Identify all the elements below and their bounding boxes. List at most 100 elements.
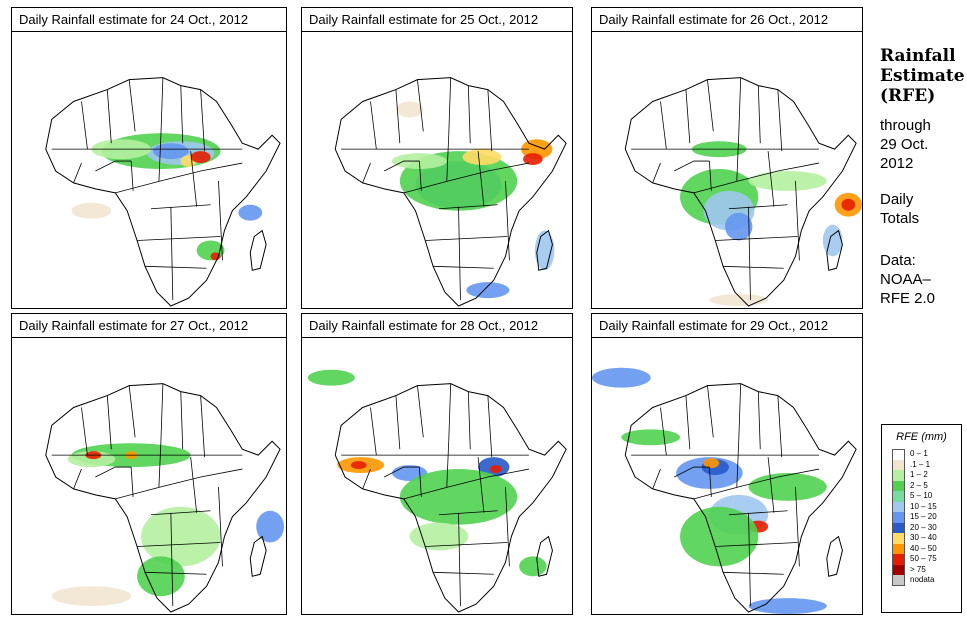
country-border [160,77,164,136]
totals-line: Daily [880,191,914,208]
legend-swatch [892,449,905,460]
rainfall-area [256,510,285,543]
country-border [652,162,661,184]
country-border [438,204,498,210]
country-border [748,206,751,301]
country-border [723,265,784,269]
legend-label: 1 – 2 [910,470,928,480]
country-border [795,486,800,567]
data-source-line: NOAA– [880,271,931,288]
through-label: through 29 Oct. 2012 [880,116,965,173]
country-border [417,79,424,132]
country-border [777,89,783,152]
country-border [190,457,198,513]
country-border [736,135,740,181]
rainfall-area [462,149,502,166]
country-border [106,395,112,450]
through-year: 2012 [880,155,914,172]
legend-swatch [892,522,905,533]
legend-row: 15 – 20 [892,512,937,523]
madagascar-outline [826,229,843,271]
africa-coastline [45,77,281,307]
madagascar-outline [249,535,267,577]
rainfall-area [71,202,112,219]
rainfall-area [141,506,221,567]
map-panel-25-oct: Daily Rainfall estimate for 25 Oct., 201… [301,7,573,309]
country-border [81,101,88,150]
rainfall-area [489,465,502,474]
rainfall-map [592,32,862,308]
legend-swatch [892,543,905,554]
country-border [707,79,714,132]
panel-title: Daily Rainfall estimate for 25 Oct., 201… [302,8,572,32]
country-border [685,89,691,144]
country-border [170,206,174,301]
country-border [145,265,207,269]
map-panel-24-oct: Daily Rainfall estimate for 24 Oct., 201… [11,7,287,309]
country-border [145,571,207,575]
country-border [505,180,510,261]
country-border [693,468,820,500]
country-border [370,101,377,150]
country-border [673,160,710,172]
legend-row: 2 – 5 [892,480,937,491]
legend-row: nodata [892,575,937,586]
country-border [433,265,494,269]
country-border [180,85,184,144]
country-border [395,89,401,144]
through-text: through [880,117,931,134]
country-border [218,180,223,261]
country-border [417,385,424,438]
country-border [487,395,493,458]
rainfall-area [680,506,759,567]
africa-map-svg [624,77,862,307]
panel-title: Daily Rainfall estimate for 26 Oct., 201… [592,8,862,32]
rainfall-area [466,282,510,299]
rainfall-area [621,429,681,446]
legend-row: .1 – 1 [892,459,937,470]
country-border [425,236,508,241]
country-border [438,510,498,516]
country-border [362,162,371,184]
country-border [795,180,800,261]
madagascar-outline [536,535,553,577]
country-border [95,466,132,478]
data-source-label: Data: NOAA– RFE 2.0 [880,251,965,308]
rainfall-area [51,586,132,607]
africa-map-svg [45,383,285,613]
legend-row: 50 – 75 [892,554,937,565]
country-border [777,395,783,458]
country-border [218,486,223,567]
legend-row: 20 – 30 [892,522,937,533]
legend-row: 1 – 2 [892,470,937,481]
country-border [446,135,450,181]
country-border [767,151,775,207]
legend-label: 20 – 30 [910,522,937,532]
country-border [505,486,510,567]
rainfall-area [395,101,424,118]
country-border [115,468,243,500]
panel-title: Daily Rainfall estimate for 24 Oct., 201… [12,8,286,32]
data-source-line: RFE 2.0 [880,290,936,307]
country-border [477,151,485,207]
legend-swatch [892,554,905,565]
country-border [73,468,82,490]
country-border [446,441,450,487]
product-title-line: Estimate [880,66,965,86]
country-border [448,383,452,442]
country-border [738,383,742,442]
country-border [419,467,422,497]
product-title-line: (RFE) [880,86,936,106]
rainfall-map [302,32,572,308]
panel-title: Daily Rainfall estimate for 29 Oct., 201… [592,314,862,338]
country-border [128,79,136,132]
map-panel-29-oct: Daily Rainfall estimate for 29 Oct., 201… [591,313,863,615]
legend-label: .1 – 1 [910,459,931,469]
country-border [709,161,712,191]
legend-label: 30 – 40 [910,533,937,543]
country-border [403,162,530,194]
legend-swatch [892,533,905,544]
legend-swatch [892,501,905,512]
rainfall-area [523,153,543,166]
country-border [728,510,788,516]
